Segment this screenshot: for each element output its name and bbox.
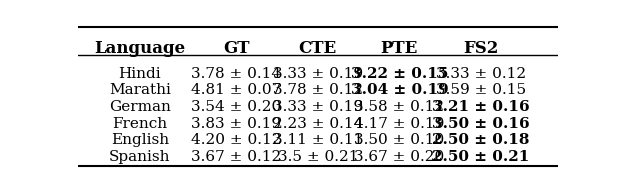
Text: 3.22 ± 0.15: 3.22 ± 0.15 xyxy=(351,67,448,81)
Text: CTE: CTE xyxy=(299,40,337,57)
Text: 2.50 ± 0.21: 2.50 ± 0.21 xyxy=(432,150,530,164)
Text: 3.83 ± 0.19: 3.83 ± 0.19 xyxy=(191,117,281,131)
Text: PTE: PTE xyxy=(381,40,418,57)
Text: Spanish: Spanish xyxy=(109,150,170,164)
Text: 3.33 ± 0.12: 3.33 ± 0.12 xyxy=(436,67,526,81)
Text: 3.11 ± 0.11: 3.11 ± 0.11 xyxy=(273,133,363,147)
Text: 3.59 ± 0.15: 3.59 ± 0.15 xyxy=(436,83,526,97)
Text: 4.81 ± 0.07: 4.81 ± 0.07 xyxy=(191,83,281,97)
Text: 3.21 ± 0.16: 3.21 ± 0.16 xyxy=(432,100,530,114)
Text: 3.33 ± 0.19: 3.33 ± 0.19 xyxy=(273,67,363,81)
Text: 2.23 ± 0.14: 2.23 ± 0.14 xyxy=(273,117,363,131)
Text: 3.67 ± 0.12: 3.67 ± 0.12 xyxy=(191,150,281,164)
Text: English: English xyxy=(111,133,169,147)
Text: 3.54 ± 0.20: 3.54 ± 0.20 xyxy=(191,100,281,114)
Text: Language: Language xyxy=(94,40,185,57)
Text: 3.50 ± 0.16: 3.50 ± 0.16 xyxy=(432,117,530,131)
Text: 3.50 ± 0.10: 3.50 ± 0.10 xyxy=(354,133,445,147)
Text: 3.67 ± 0.20: 3.67 ± 0.20 xyxy=(354,150,445,164)
Text: GT: GT xyxy=(223,40,249,57)
Text: 2.50 ± 0.18: 2.50 ± 0.18 xyxy=(432,133,530,147)
Text: FS2: FS2 xyxy=(463,40,499,57)
Text: Hindi: Hindi xyxy=(118,67,161,81)
Text: 4.17 ± 0.19: 4.17 ± 0.19 xyxy=(354,117,445,131)
Text: 3.33 ± 0.19: 3.33 ± 0.19 xyxy=(273,100,363,114)
Text: 3.58 ± 0.12: 3.58 ± 0.12 xyxy=(355,100,445,114)
Text: French: French xyxy=(112,117,167,131)
Text: 3.78 ± 0.12: 3.78 ± 0.12 xyxy=(273,83,363,97)
Text: 3.5 ± 0.21: 3.5 ± 0.21 xyxy=(278,150,358,164)
Text: 3.78 ± 0.14: 3.78 ± 0.14 xyxy=(191,67,281,81)
Text: 3.04 ± 0.19: 3.04 ± 0.19 xyxy=(350,83,448,97)
Text: 4.20 ± 0.12: 4.20 ± 0.12 xyxy=(191,133,281,147)
Text: Marathi: Marathi xyxy=(109,83,171,97)
Text: German: German xyxy=(109,100,171,114)
